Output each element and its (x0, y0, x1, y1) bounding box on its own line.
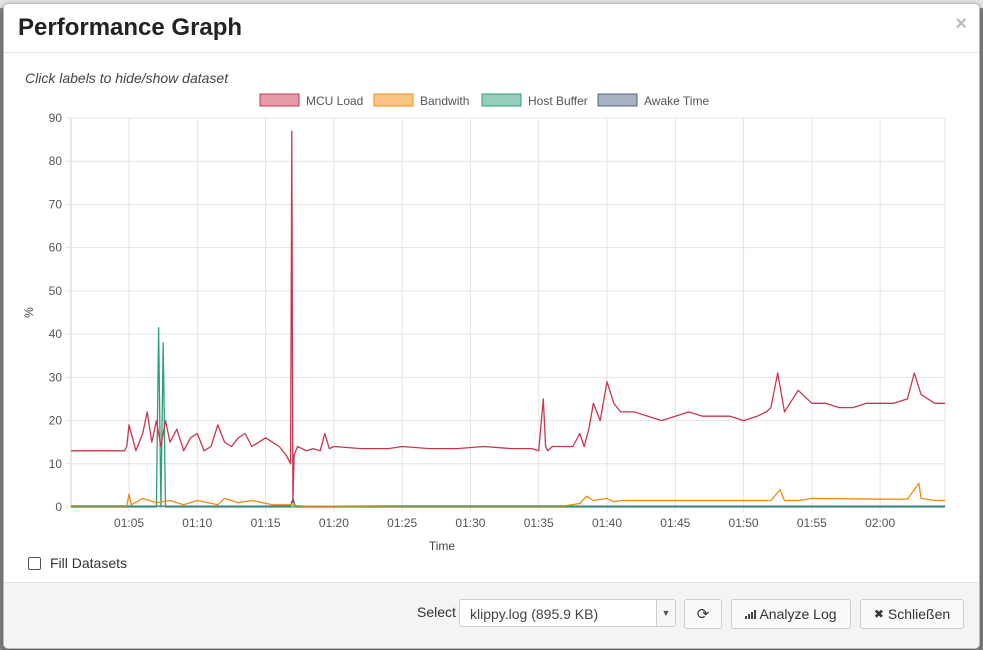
performance-chart: 0 10 20 30 40 50 60 70 80 90 01:05 01:10 01:15 01:20 0… (22, 93, 946, 553)
x-tick-label: 02:00 (865, 516, 895, 530)
series-line (71, 482, 945, 507)
legend-label: Awake Time (644, 94, 709, 108)
x-tick-label: 01:45 (660, 516, 690, 530)
x-tick-label: 01:55 (797, 516, 827, 530)
select-label: Select (417, 604, 456, 620)
fill-datasets-checkbox[interactable]: Fill Datasets (28, 555, 127, 571)
close-icon[interactable]: × (955, 13, 967, 35)
series-line (71, 130, 945, 504)
x-tick-label: 01:40 (592, 516, 622, 530)
y-tick-label: 30 (49, 370, 63, 384)
y-axis-label: % (22, 307, 36, 318)
refresh-button[interactable]: ⟳ (684, 599, 722, 629)
x-icon: ✖ (873, 607, 884, 621)
x-tick-label: 01:35 (524, 516, 554, 530)
refresh-icon: ⟳ (696, 606, 710, 623)
performance-graph-modal: Performance Graph × Click labels to hide… (3, 3, 980, 649)
y-tick-label: 40 (49, 327, 63, 341)
legend-swatch (373, 93, 414, 107)
legend-swatch (597, 93, 638, 107)
y-tick-label: 60 (49, 241, 63, 255)
modal-title: Performance Graph (18, 14, 243, 41)
fill-datasets-label: Fill Datasets (50, 555, 128, 571)
x-tick-label: 01:50 (729, 516, 759, 530)
y-tick-label: 0 (55, 500, 62, 514)
series-line (71, 497, 945, 507)
y-tick-label: 20 (49, 414, 63, 428)
modal-footer: Select klippy.log (895.9 KB) ▼ ⟳ Analyze… (4, 582, 979, 648)
y-tick-label: 50 (49, 284, 63, 298)
chevron-down-icon: ▼ (656, 600, 675, 626)
legend-label: Host Buffer (528, 94, 588, 108)
log-file-select-value: klippy.log (895.9 KB) (470, 606, 599, 622)
chart-hint: Click labels to hide/show dataset (25, 70, 229, 86)
checkbox-box[interactable] (28, 556, 41, 570)
signal-bars-icon (745, 609, 757, 619)
x-tick-label: 01:20 (319, 516, 349, 530)
close-button-label: Schließen (887, 606, 951, 622)
y-tick-label: 80 (49, 154, 63, 168)
legend-label: MCU Load (306, 94, 363, 108)
x-tick-label: 01:10 (182, 516, 212, 530)
log-file-select[interactable]: klippy.log (895.9 KB) ▼ (459, 599, 676, 627)
x-tick-label: 01:15 (251, 516, 281, 530)
close-button[interactable]: ✖ Schließen (860, 599, 964, 629)
y-tick-label: 90 (49, 111, 63, 125)
legend-swatch (259, 93, 300, 107)
x-axis-label: Time (429, 539, 456, 553)
series-line (71, 326, 945, 508)
legend-label: Bandwith (420, 94, 469, 108)
modal-header: Performance Graph × (4, 4, 979, 53)
analyze-log-label: Analyze Log (759, 606, 837, 622)
x-tick-label: 01:05 (114, 516, 144, 530)
legend-swatch (481, 93, 522, 107)
x-tick-label: 01:25 (387, 516, 417, 530)
analyze-log-button[interactable]: Analyze Log (731, 599, 851, 629)
y-tick-label: 10 (49, 457, 63, 471)
y-tick-label: 70 (49, 197, 63, 211)
x-tick-label: 01:30 (455, 516, 485, 530)
